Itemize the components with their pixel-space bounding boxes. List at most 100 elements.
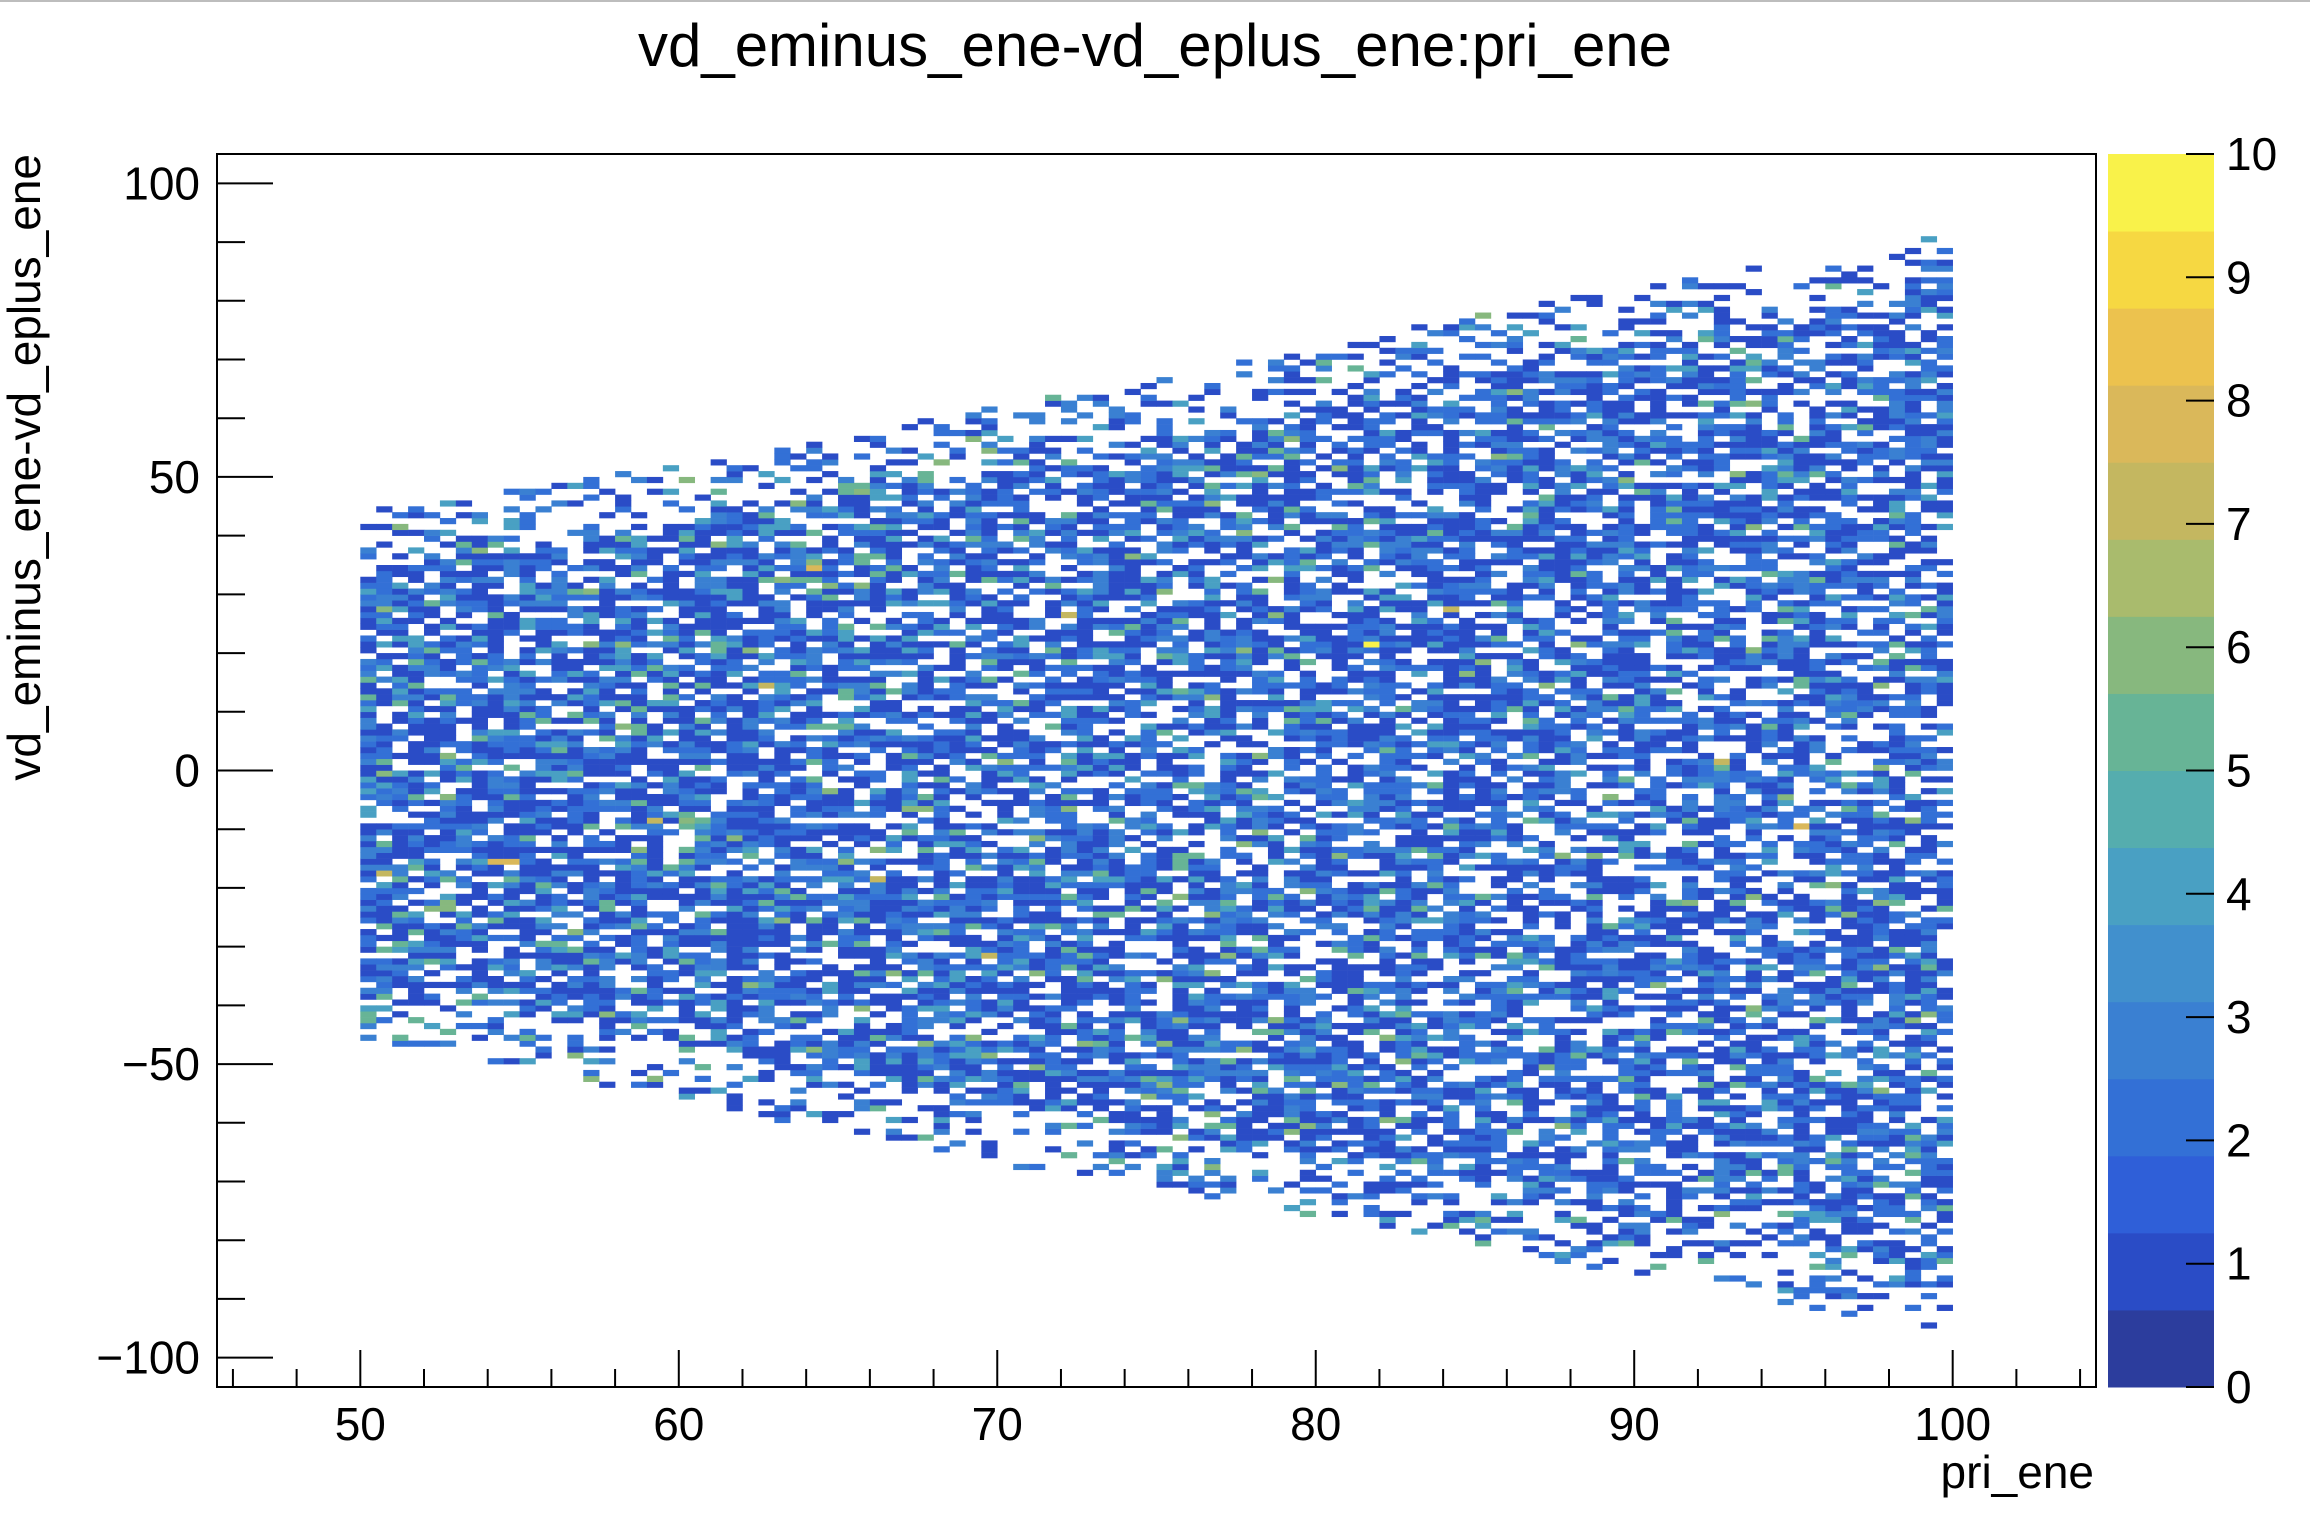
heatmap-cell [646, 846, 664, 853]
heatmap-cell [694, 846, 711, 853]
heatmap-cell [408, 993, 425, 1000]
heatmap-cell [439, 641, 457, 648]
heatmap-cell [758, 805, 775, 812]
heatmap-cell [774, 741, 791, 748]
heatmap-cell [1267, 553, 1285, 560]
heatmap-cell [1076, 694, 1094, 701]
heatmap-cell [838, 500, 855, 507]
heatmap-cell [742, 846, 759, 853]
heatmap-cell [885, 735, 903, 742]
heatmap-cell [790, 976, 807, 983]
heatmap-cell [901, 459, 918, 466]
heatmap-cell [997, 799, 1014, 807]
heatmap-cell [1204, 635, 1221, 642]
heatmap-cell [1204, 958, 1221, 965]
heatmap-cell [1108, 852, 1125, 859]
heatmap-cell [519, 582, 536, 589]
heatmap-cell [1108, 418, 1125, 425]
heatmap-cell [885, 999, 903, 1006]
heatmap-cell [503, 700, 520, 707]
heatmap-cell [933, 1052, 950, 1059]
heatmap-cell [1283, 911, 1301, 918]
heatmap-cell [662, 588, 680, 595]
heatmap-cell [599, 729, 616, 736]
heatmap-cell [487, 729, 504, 736]
heatmap-cell [1156, 741, 1173, 748]
heatmap-cell [551, 799, 568, 807]
heatmap-cell [838, 911, 855, 918]
heatmap-cell [790, 917, 807, 924]
heatmap-cell [392, 641, 409, 648]
heatmap-cell [424, 876, 441, 883]
heatmap-cell [678, 1017, 696, 1024]
heatmap-cell [646, 653, 664, 660]
heatmap-cell [360, 770, 377, 777]
heatmap-cell [1029, 835, 1046, 842]
heatmap-cell [487, 711, 504, 718]
heatmap-cell [1045, 453, 1062, 460]
heatmap-cell [917, 981, 934, 989]
heatmap-cell [981, 887, 998, 895]
heatmap-cell [1124, 523, 1141, 531]
heatmap-cell [567, 606, 584, 613]
heatmap-cell [1299, 1158, 1317, 1165]
heatmap-cell [1331, 776, 1348, 783]
heatmap-cell [1220, 899, 1237, 906]
heatmap-cell [917, 570, 934, 578]
heatmap-cell [1172, 811, 1189, 818]
heatmap-cell [662, 934, 680, 942]
heatmap-cell [949, 582, 966, 589]
heatmap-cell [933, 494, 950, 501]
heatmap-cell [583, 882, 600, 889]
heatmap-cell [1267, 482, 1285, 489]
heatmap-cell [1029, 1105, 1046, 1112]
heatmap-cell [838, 494, 855, 501]
heatmap-cell [742, 987, 759, 994]
heatmap-cell [631, 588, 648, 595]
heatmap-cell [1013, 523, 1030, 531]
heatmap-cell [694, 893, 711, 900]
heatmap-cell [1029, 1052, 1046, 1059]
heatmap-cell [981, 1152, 998, 1159]
heatmap-cell [710, 711, 727, 718]
heatmap-cell [1172, 518, 1189, 525]
heatmap-cell [1236, 629, 1253, 636]
heatmap-cell [1267, 981, 1285, 989]
heatmap-cell [1283, 512, 1301, 519]
heatmap-cell [869, 776, 887, 783]
heatmap-cell [1299, 711, 1317, 718]
heatmap-cell [1204, 811, 1221, 818]
heatmap-cell [1204, 1022, 1221, 1030]
heatmap-cell [1156, 377, 1173, 384]
heatmap-cell [503, 788, 520, 795]
heatmap-cell [567, 793, 584, 801]
heatmap-cell [933, 858, 950, 865]
heatmap-cell [360, 970, 377, 977]
heatmap-cell [583, 529, 600, 536]
heatmap-cell [678, 799, 696, 807]
heatmap-cell [965, 535, 982, 542]
heatmap-cell [917, 934, 934, 942]
heatmap-cell [933, 1075, 950, 1082]
heatmap-cell [790, 565, 807, 572]
heatmap-cell [1076, 741, 1094, 748]
heatmap-cell [774, 770, 791, 777]
heatmap-cell [1108, 424, 1125, 431]
heatmap-cell [1156, 576, 1173, 583]
heatmap-cell [949, 1022, 966, 1030]
heatmap-cell [1045, 1011, 1062, 1018]
heatmap-cell [455, 858, 473, 865]
heatmap-cell [981, 917, 998, 924]
heatmap-cell [1108, 911, 1125, 918]
heatmap-cell [1156, 617, 1173, 625]
heatmap-cell [933, 1064, 950, 1071]
heatmap-cell [1029, 852, 1046, 859]
heatmap-cell [901, 682, 918, 689]
heatmap-cell [965, 852, 982, 859]
heatmap-cell [1283, 1116, 1301, 1124]
heatmap-cell [981, 1046, 998, 1053]
heatmap-cell [933, 535, 950, 542]
heatmap-cell [1283, 981, 1301, 989]
heatmap-cell [583, 711, 600, 718]
heatmap-cell [917, 476, 934, 484]
